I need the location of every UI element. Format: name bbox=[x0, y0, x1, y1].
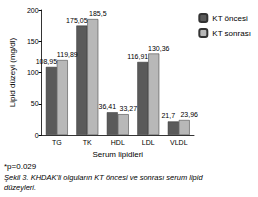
svg-text:TG: TG bbox=[52, 139, 62, 146]
svg-text:116,91: 116,91 bbox=[127, 53, 148, 60]
svg-text:VLDL: VLDL bbox=[170, 139, 188, 146]
svg-text:150: 150 bbox=[27, 38, 39, 45]
svg-text:Şekil 3. KHDAK'li olguların KT: Şekil 3. KHDAK'li olguların KT öncesi ve… bbox=[4, 173, 205, 182]
svg-text:HDL: HDL bbox=[111, 139, 125, 146]
svg-text:185,5: 185,5 bbox=[89, 10, 107, 17]
svg-text:130,36: 130,36 bbox=[148, 45, 170, 52]
svg-text:KT sonrası: KT sonrası bbox=[212, 29, 251, 38]
svg-text:Serum lipidleri: Serum lipidleri bbox=[92, 150, 143, 159]
svg-text:0: 0 bbox=[35, 132, 39, 139]
svg-text:175,05: 175,05 bbox=[66, 17, 88, 24]
svg-text:KT öncesi: KT öncesi bbox=[212, 14, 248, 23]
svg-text:TK: TK bbox=[83, 139, 92, 146]
svg-text:100: 100 bbox=[27, 69, 39, 76]
svg-text:108,95: 108,95 bbox=[36, 58, 58, 65]
svg-text:119,89: 119,89 bbox=[57, 51, 78, 58]
svg-text:36,41: 36,41 bbox=[99, 103, 117, 110]
svg-text:düzeyleri.: düzeyleri. bbox=[4, 183, 36, 192]
svg-text:Lipid düzeyi (mg/dl): Lipid düzeyi (mg/dl) bbox=[8, 37, 17, 107]
svg-text:LDL: LDL bbox=[142, 139, 155, 146]
svg-text:23,96: 23,96 bbox=[180, 111, 198, 118]
svg-text:21,7: 21,7 bbox=[161, 112, 175, 119]
svg-text:200: 200 bbox=[27, 7, 39, 14]
svg-text:*p=0.029: *p=0.029 bbox=[4, 162, 37, 171]
svg-text:50: 50 bbox=[31, 100, 39, 107]
svg-text:33,27: 33,27 bbox=[120, 105, 138, 112]
